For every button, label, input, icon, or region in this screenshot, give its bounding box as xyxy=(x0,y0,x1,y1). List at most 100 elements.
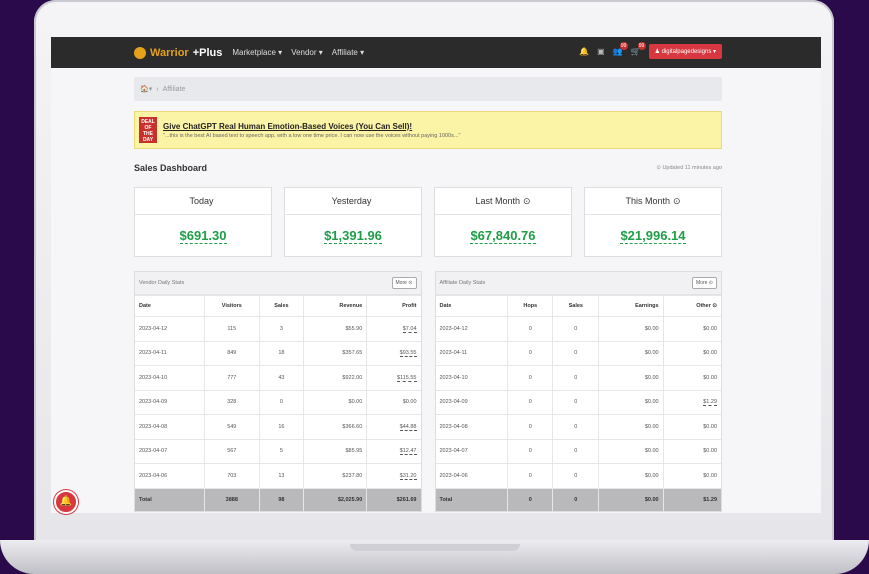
laptop-notch xyxy=(350,544,520,551)
info-icon[interactable]: ⊙ xyxy=(522,195,531,206)
card-value-text: $691.30 xyxy=(179,227,227,244)
total-cell: 0 xyxy=(552,487,599,511)
table-cell: 0 xyxy=(258,389,304,415)
cell-value: $0.00 xyxy=(703,374,717,381)
card-label: This Month ⊙ xyxy=(585,188,721,215)
table-cell: $0.00 xyxy=(302,389,367,415)
col-header[interactable]: Date xyxy=(135,295,205,317)
cell-value: $0.00 xyxy=(644,399,659,406)
col-header[interactable]: Earnings xyxy=(598,295,664,317)
col-header[interactable]: Profit xyxy=(366,295,421,317)
table-cell: 703 xyxy=(203,463,260,488)
deal-of-the-day-banner[interactable]: DEAL OF THE DAY Give ChatGPT Real Human … xyxy=(134,111,722,149)
brand-logo[interactable]: Warrior +Plus xyxy=(134,46,223,59)
cell-value: 3 xyxy=(279,325,283,332)
cell-value: $0.00 xyxy=(703,472,717,479)
total-cell: Total xyxy=(435,487,508,511)
cart-icon[interactable]: 🛒 99 xyxy=(630,42,646,56)
table-cell: $1.29 xyxy=(662,389,721,415)
col-header[interactable]: Date xyxy=(435,295,508,317)
table-cell: 0 xyxy=(552,316,599,341)
menu-affiliate[interactable]: Affiliate ▾ xyxy=(331,48,365,57)
card-value: $67,840.76 xyxy=(435,215,571,256)
cell-value: 2023-04-07 xyxy=(139,448,168,455)
cell-value: 13 xyxy=(278,472,285,479)
cell-value[interactable]: $115.55 xyxy=(397,374,417,382)
logo-text-plus: +Plus xyxy=(192,46,223,59)
table-cell: $85.95 xyxy=(302,438,367,464)
total-cell: $1.29 xyxy=(662,487,721,511)
cell-value[interactable]: $44.88 xyxy=(399,423,417,431)
cell-value[interactable]: $12.47 xyxy=(399,448,417,456)
card-label-text: Last Month xyxy=(475,196,520,206)
table-cell: 849 xyxy=(203,340,260,366)
card-value: $1,391.96 xyxy=(285,215,421,256)
user-menu-button[interactable]: ♟ digitalpagedesigns ▾ xyxy=(648,44,722,59)
cell-value[interactable]: $93.55 xyxy=(399,350,417,358)
info-icon[interactable]: ⊙ xyxy=(672,195,681,206)
col-header[interactable]: Visitors xyxy=(203,295,260,317)
cell-value: 2023-04-12 xyxy=(139,325,168,332)
table-row: 2023-04-12 115 3 $55.90 $7.04 xyxy=(135,316,421,341)
deal-title-link[interactable]: Give ChatGPT Real Human Emotion-Based Vo… xyxy=(163,121,413,131)
table-cell: 0 xyxy=(507,463,553,488)
home-icon[interactable]: 🏠▾ xyxy=(140,86,153,93)
card-value-text: $21,996.14 xyxy=(620,227,686,244)
table-cell: 2023-04-08 xyxy=(435,414,508,439)
cell-value: 0 xyxy=(528,350,532,357)
menu-marketplace[interactable]: Marketplace ▾ xyxy=(232,48,283,57)
more-button[interactable]: More ⊙ xyxy=(391,277,417,289)
card-value-text: $67,840.76 xyxy=(470,227,536,244)
cell-value: 2023-04-11 xyxy=(439,350,468,357)
cell-value: 0 xyxy=(574,399,578,406)
cell-value[interactable]: $7.04 xyxy=(402,325,417,333)
col-header[interactable]: Sales xyxy=(258,295,304,317)
table-cell: $0.00 xyxy=(598,438,664,464)
total-cell: $0.00 xyxy=(598,487,664,511)
cell-value[interactable]: $31.20 xyxy=(399,472,417,480)
cell-value[interactable]: $1.29 xyxy=(703,399,717,407)
table-cell: 0 xyxy=(552,414,599,439)
table-cell: 0 xyxy=(552,463,599,488)
card-label: Today xyxy=(135,188,271,215)
bell-icon[interactable]: 🔔 xyxy=(579,47,589,56)
table-cell: $12.47 xyxy=(366,438,421,464)
col-header[interactable]: Revenue xyxy=(302,295,367,317)
table-cell: 2023-04-06 xyxy=(435,463,508,488)
col-header[interactable]: Sales xyxy=(552,295,599,317)
users-badge: 99 xyxy=(619,42,628,50)
table-row: 2023-04-09 0 0 $0.00 $1.29 xyxy=(435,389,721,415)
vendor-table-grid: Date Visitors Sales Revenue Profit 2023-… xyxy=(135,295,421,511)
table-cell: $237.80 xyxy=(302,463,367,488)
cell-value: 549 xyxy=(227,423,237,430)
table-row: 2023-04-09 328 0 $0.00 $0.00 xyxy=(135,389,421,415)
cell-value: $0.00 xyxy=(644,423,659,430)
mail-icon[interactable]: ▣ xyxy=(597,47,605,56)
cart-glyph: 🛒 xyxy=(630,47,641,56)
table-cell: $44.88 xyxy=(366,414,421,439)
cell-value: $357.65 xyxy=(342,350,363,357)
cell-value: $0.00 xyxy=(348,399,363,406)
cell-value: 18 xyxy=(278,350,285,357)
col-header[interactable]: Other ⊙ xyxy=(662,295,721,317)
table-cell: 2023-04-10 xyxy=(435,365,508,390)
table-cell: 2023-04-11 xyxy=(135,340,205,366)
menu-vendor[interactable]: Vendor ▾ xyxy=(291,48,323,57)
notification-bell-icon[interactable]: 🔔 xyxy=(54,490,78,514)
cell-value: 43 xyxy=(278,374,285,381)
cell-value: 0 xyxy=(574,350,578,357)
cell-value: 328 xyxy=(227,399,237,406)
cell-value: $0.00 xyxy=(644,448,659,455)
table-total-row: Total 0 0 $0.00 $1.29 xyxy=(435,487,721,511)
more-button[interactable]: More ⊙ xyxy=(692,277,717,289)
table-cell: $0.00 xyxy=(662,365,721,390)
table-cell: $115.55 xyxy=(366,365,421,390)
cell-value: 2023-04-06 xyxy=(439,472,468,479)
table-header-row: Date Hops Sales Earnings Other ⊙ xyxy=(435,295,721,317)
total-cell: Total xyxy=(135,487,205,511)
col-header[interactable]: Hops xyxy=(507,295,553,317)
cell-value: 0 xyxy=(574,448,578,455)
users-icon[interactable]: 👥 99 xyxy=(613,42,628,56)
total-cell: 3888 xyxy=(203,487,260,511)
table-cell: $0.00 xyxy=(662,414,721,439)
